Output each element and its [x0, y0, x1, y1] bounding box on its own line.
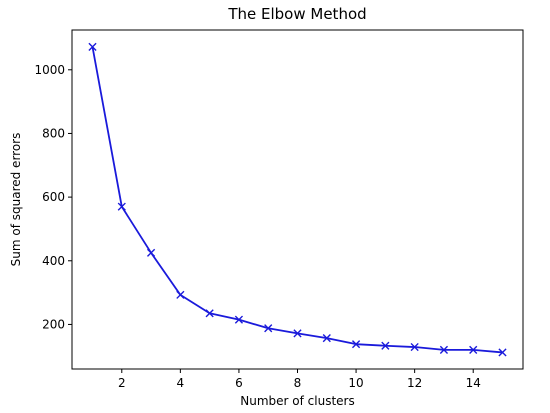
x-tick-label: 10	[348, 376, 363, 390]
data-point-marker	[439, 345, 449, 354]
data-point-marker	[381, 341, 390, 350]
plot-layer	[88, 42, 507, 357]
x-tick-label: 14	[466, 376, 481, 390]
data-point-marker	[293, 329, 302, 338]
data-point-marker	[351, 340, 361, 349]
y-tick-label: 400	[42, 254, 65, 268]
y-tick-label: 800	[42, 126, 65, 140]
chart-title: The Elbow Method	[227, 5, 366, 23]
x-tick-label: 6	[235, 376, 243, 390]
data-point-marker	[498, 348, 507, 357]
x-tick-label: 2	[118, 376, 126, 390]
plot-frame	[71, 29, 524, 370]
data-point-marker	[88, 42, 97, 51]
y-tick-label: 1000	[34, 63, 65, 77]
data-point-marker	[146, 248, 156, 257]
x-axis-title: Number of clusters	[240, 394, 354, 408]
data-point-marker	[264, 324, 273, 333]
y-axis-title: Sum of squared errors	[9, 133, 23, 267]
data-point-marker	[117, 202, 126, 211]
data-point-marker	[469, 345, 478, 354]
data-point-marker	[410, 342, 419, 352]
data-point-marker	[322, 334, 331, 343]
x-tick-label: 12	[407, 376, 422, 390]
data-point-marker	[176, 290, 185, 299]
x-axis-ticks: 2 4 6 8 10 12 14	[118, 369, 481, 390]
y-axis-ticks: 200 400 600 800 1000	[34, 63, 72, 331]
y-tick-label: 600	[42, 190, 65, 204]
data-point-marker	[205, 309, 214, 318]
x-tick-label: 4	[177, 376, 185, 390]
data-point-marker	[234, 315, 244, 324]
x-tick-label: 8	[294, 376, 302, 390]
y-tick-label: 200	[42, 317, 65, 331]
